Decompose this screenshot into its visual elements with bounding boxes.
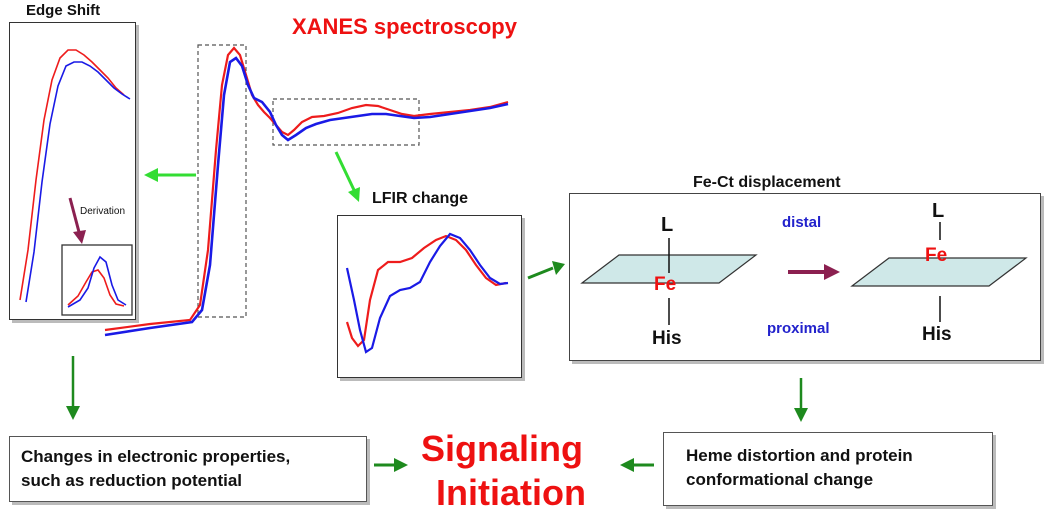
- arrow-fe-ct-down: [794, 378, 808, 422]
- signaling-initiation-line1: Signaling: [421, 428, 583, 469]
- electronic-properties-box: Changes in electronic properties, such a…: [9, 436, 367, 502]
- arrow-to-edge-shift: [144, 168, 196, 182]
- heme-plane-right: [850, 257, 1028, 287]
- lfir-title: LFIR change: [372, 190, 469, 207]
- lfir-blue-curve: [345, 232, 509, 354]
- edge-shift-red-curve: [19, 49, 125, 301]
- left-metal: Fe: [654, 274, 677, 295]
- arrow-left-to-center: [374, 458, 408, 472]
- right-metal: Fe: [925, 245, 948, 266]
- heme-distortion-box: Heme distortion and protein conformation…: [663, 432, 993, 506]
- derivation-label: Derivation: [80, 206, 126, 217]
- left-top-ligand: L: [661, 214, 674, 236]
- edge-selection-box: [197, 44, 247, 318]
- derivative-red-curve: [67, 269, 125, 307]
- left-bottom-ligand: His: [652, 328, 682, 349]
- right-bottom-ligand: His: [922, 324, 952, 345]
- xanes-red-curve: [104, 46, 509, 332]
- signaling-initiation-line2: Initiation: [436, 472, 586, 513]
- derivative-blue-curve: [67, 255, 127, 308]
- distal-label: distal: [782, 214, 822, 231]
- electronic-properties-line1: Changes in electronic properties,: [21, 447, 291, 466]
- heme-distortion-line1: Heme distortion and protein: [686, 446, 913, 465]
- edge-shift-blue-curve: [25, 61, 131, 303]
- arrow-right-to-center: [620, 458, 654, 472]
- electronic-properties-line2: such as reduction potential: [21, 471, 243, 490]
- displacement-arrow: [788, 264, 840, 280]
- diagram-title: XANES spectroscopy: [292, 14, 517, 39]
- arrow-edge-shift-down: [66, 356, 80, 420]
- right-top-ligand: L: [932, 200, 945, 222]
- heme-distortion-line2: conformational change: [686, 470, 874, 489]
- arrow-to-lfir: [334, 151, 360, 202]
- xanes-blue-curve: [104, 56, 509, 337]
- arrow-lfir-to-fe-ct: [527, 261, 565, 280]
- edge-shift-title: Edge Shift: [26, 2, 101, 19]
- proximal-label: proximal: [767, 320, 830, 337]
- fe-ct-title: Fe-Ct displacement: [693, 174, 841, 191]
- derivation-arrow: [68, 197, 86, 244]
